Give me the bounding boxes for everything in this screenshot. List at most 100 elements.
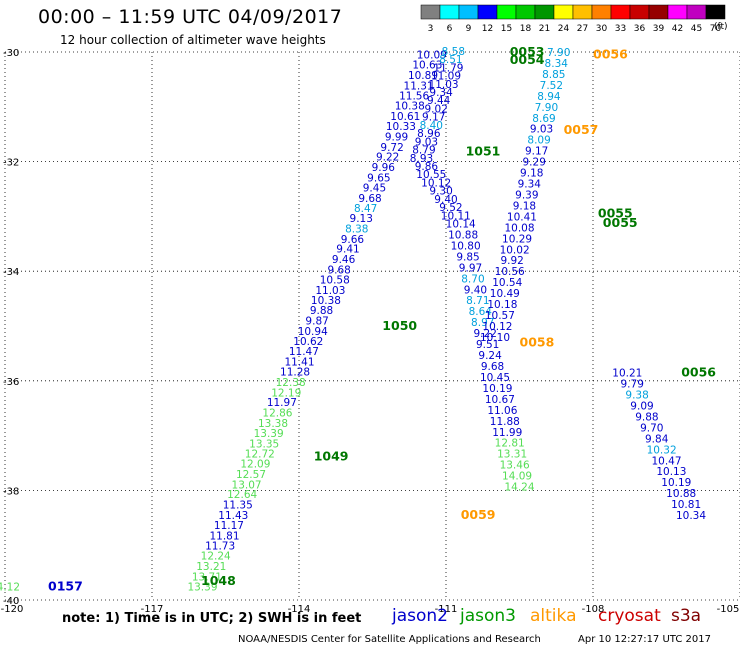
- colorbar-swatch: [515, 4, 536, 20]
- swh-value-label: 10.62: [293, 336, 323, 348]
- swh-value-label: 10.34: [676, 510, 706, 522]
- x-tick-label: -105: [717, 604, 740, 615]
- colorbar-label: 45: [691, 24, 702, 34]
- y-tick-label: -30: [3, 48, 19, 59]
- swh-value-label: 10.63: [412, 60, 442, 72]
- colorbar-swatch: [458, 4, 479, 20]
- swh-value-label: 11.88: [490, 416, 520, 428]
- colorbar-label: 36: [634, 24, 646, 34]
- colorbar-label: 24: [558, 24, 570, 34]
- swh-value-label: 7.90: [535, 102, 558, 114]
- legend-jason2: jason2: [392, 606, 448, 626]
- pass-label: 0055: [598, 206, 633, 221]
- colorbar-label: 9: [466, 24, 472, 34]
- colorbar-label: 21: [539, 24, 550, 34]
- swh-value-label: 11.79: [433, 62, 463, 74]
- swh-value-label: 10.80: [451, 240, 481, 252]
- pass-label: 0059: [461, 507, 496, 522]
- swh-value-label: 10.47: [651, 455, 681, 467]
- colorbar-label: 39: [653, 24, 665, 34]
- swh-value-label: 11.47: [289, 346, 319, 358]
- swh-value-label: 13.38: [258, 418, 288, 430]
- x-tick-labels: -120 -117 -114 -111 -108 -105: [1, 604, 740, 615]
- colorbar-swatch: [420, 4, 441, 20]
- colorbar-swatch: [534, 4, 555, 20]
- swh-value-label: 9.22: [474, 328, 497, 340]
- pass-label: 1048: [201, 573, 236, 588]
- swh-value-label: 10.10: [480, 332, 510, 344]
- swh-value-label: 10.19: [661, 477, 691, 489]
- pass-label: 0055: [603, 215, 638, 230]
- swh-value-label: 13.71: [192, 571, 222, 583]
- colorbar-label: 6: [447, 24, 453, 34]
- swh-value-label: 11.06: [487, 405, 517, 417]
- swh-value-label: 13.31: [497, 449, 527, 461]
- swh-value-label: 10.57: [485, 310, 515, 322]
- swh-value-label: 9.03: [530, 124, 553, 136]
- swh-value-label: 11.73: [205, 541, 235, 553]
- swh-value-label: 8.40: [420, 120, 443, 132]
- swh-value-label: 10.08: [504, 222, 534, 234]
- swh-value-label: 9.09: [630, 400, 653, 412]
- swh-value-label: 9.86: [415, 161, 439, 173]
- swh-value-label: 8.69: [532, 113, 555, 125]
- y-tick-labels: -30 -32 -34 -36 -38 -40: [3, 48, 19, 607]
- swh-value-label: 9.45: [363, 182, 386, 194]
- colorbar-swatch: [477, 4, 498, 20]
- y-tick-label: -40: [3, 596, 19, 607]
- swh-value-label: 9.38: [625, 390, 648, 402]
- swh-value-label: 10.13: [656, 466, 686, 478]
- swh-value-label: 9.87: [305, 316, 328, 328]
- colorbar-swatch: [591, 4, 612, 20]
- swh-value-label: 9.24: [478, 350, 502, 362]
- colorbar-label: 30: [596, 24, 608, 34]
- swh-value-label: 13.39: [187, 581, 217, 593]
- swh-value-label: 12.38: [276, 377, 306, 389]
- pass-label: 1051: [466, 144, 501, 159]
- swh-value-label: 9.79: [621, 379, 644, 391]
- x-tick-label: -108: [582, 604, 605, 615]
- swh-value-label: 9.44: [427, 95, 451, 107]
- swh-value-label: 9.46: [332, 254, 356, 266]
- swh-value-label: 9.29: [523, 157, 546, 169]
- pass-label: 1049: [314, 448, 349, 463]
- pass-label: 0054: [510, 52, 545, 67]
- swh-value-label: 10.32: [647, 444, 677, 456]
- colorbar-swatch: [439, 4, 460, 20]
- swh-value-label: 9.84: [645, 433, 669, 445]
- swh-value-label: 8.85: [542, 69, 565, 81]
- swh-value-label: 8.94: [537, 91, 561, 103]
- swh-value-label: 10.12: [421, 177, 451, 189]
- chart-title: 00:00 – 11:59 UTC 04/09/2017: [38, 6, 343, 28]
- swh-value-label: 8.58: [442, 46, 465, 58]
- swh-value-label: 11.03: [315, 285, 345, 297]
- swh-value-label: 13.39: [254, 428, 284, 440]
- swh-value-label: 7.90: [547, 47, 570, 59]
- credit-text: NOAA/NESDIS Center for Satellite Applica…: [238, 634, 541, 645]
- swh-value-label: 12.24: [201, 551, 231, 563]
- swh-value-label: 11.56: [399, 90, 429, 102]
- swh-value-label: 10.94: [298, 326, 328, 338]
- swh-value-label: 10.09: [417, 50, 447, 62]
- swh-value-label: 9.22: [376, 152, 399, 164]
- colorbar-swatch: [705, 4, 726, 20]
- colorbar-swatch: [686, 4, 707, 20]
- swh-points: 10.0910.6310.8911.3111.5610.3810.6110.33…: [0, 46, 706, 593]
- swh-value-label: 8.97: [471, 317, 494, 329]
- swh-value-label: 12.81: [495, 438, 525, 450]
- swh-value-label: 14.24: [504, 482, 534, 494]
- swh-value-label: 9.66: [341, 234, 365, 246]
- swh-value-label: 8.93: [410, 153, 433, 165]
- pass-label: 0157: [48, 578, 83, 593]
- swh-value-label: 9.88: [635, 411, 658, 423]
- swh-value-label: 10.67: [485, 394, 515, 406]
- swh-value-label: 14.12: [0, 581, 20, 593]
- colorbar-label: 27: [577, 24, 588, 34]
- swh-value-label: 10.81: [671, 499, 701, 511]
- swh-value-label: 10.88: [448, 229, 478, 241]
- swh-value-label: 9.51: [476, 339, 499, 351]
- pass-label: 0053: [510, 44, 545, 59]
- swh-value-label: 10.49: [490, 288, 520, 300]
- swh-value-label: 10.12: [482, 321, 512, 333]
- legend-jason3: jason3: [460, 606, 516, 626]
